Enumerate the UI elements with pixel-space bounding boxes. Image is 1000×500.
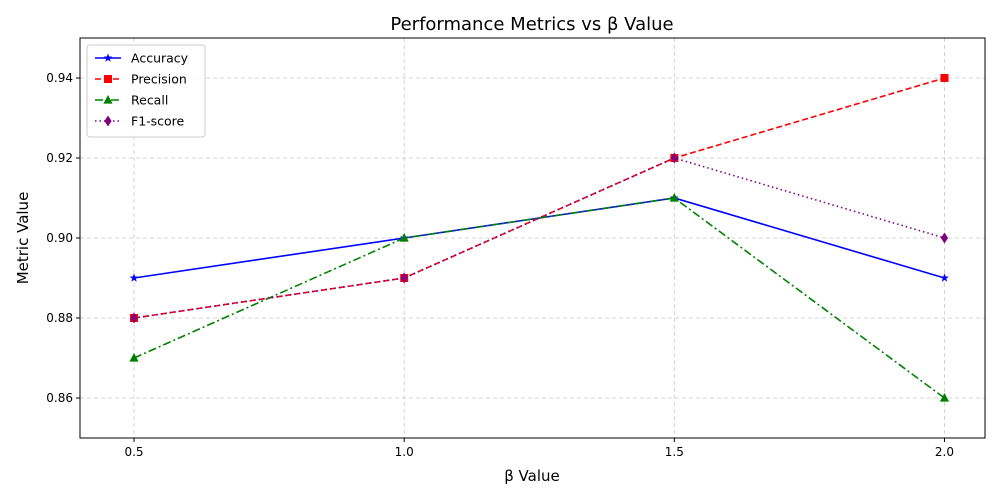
- legend-box: [86, 44, 206, 138]
- axis-ticks: 0.5 1.0 1.5 2.0 0.86 0.88 0.90 0.92 0.94: [46, 71, 954, 459]
- data-point-f1-score: [130, 312, 138, 324]
- y-tick-label: 0.88: [46, 311, 73, 325]
- data-point-f1-score: [940, 232, 949, 244]
- legend-marker-f1-score: [104, 115, 112, 127]
- grid-lines: [80, 38, 985, 438]
- legend-marker-precision: [104, 75, 112, 83]
- y-axis-label: Metric Value: [14, 192, 32, 285]
- y-tick-label: 0.92: [46, 151, 73, 165]
- y-tick-label: 0.90: [46, 231, 73, 245]
- legend-marker-recall: [103, 95, 113, 104]
- data-point-recall: [939, 393, 950, 402]
- legend-label-accuracy: Accuracy: [131, 51, 189, 66]
- legend-label-recall: Recall: [131, 93, 168, 108]
- series-layer: [129, 74, 950, 402]
- data-point-recall: [399, 233, 409, 242]
- legend-label-f1-score: F1-score: [131, 114, 185, 129]
- series-line-recall: [133, 197, 945, 399]
- legend-label-precision: Precision: [131, 72, 187, 87]
- y-tick-label: 0.86: [46, 391, 73, 405]
- legend: Accuracy Precision Recall F1-score: [86, 44, 206, 138]
- y-tick-label: 0.94: [46, 71, 73, 85]
- x-tick-label: 1.5: [665, 445, 684, 459]
- legend-marker-accuracy: [103, 53, 113, 62]
- series-accuracy: [129, 193, 949, 282]
- data-point-f1-score: [670, 152, 678, 164]
- data-point-recall: [129, 353, 139, 362]
- series-f1-score: [130, 152, 949, 324]
- series-precision: [130, 74, 949, 322]
- x-tick-label: 0.5: [124, 445, 143, 459]
- chart-title: Performance Metrics vs β Value: [390, 14, 673, 35]
- series-line-precision: [133, 77, 945, 319]
- data-point-f1-score: [400, 272, 408, 284]
- data-point-accuracy: [129, 273, 139, 282]
- x-tick-label: 1.0: [395, 445, 414, 459]
- x-tick-label: 2.0: [935, 445, 954, 459]
- data-point-recall: [669, 193, 679, 202]
- data-point-accuracy: [940, 273, 949, 282]
- series-recall: [129, 193, 950, 402]
- x-axis-label: β Value: [504, 467, 560, 485]
- data-point-precision: [940, 74, 949, 82]
